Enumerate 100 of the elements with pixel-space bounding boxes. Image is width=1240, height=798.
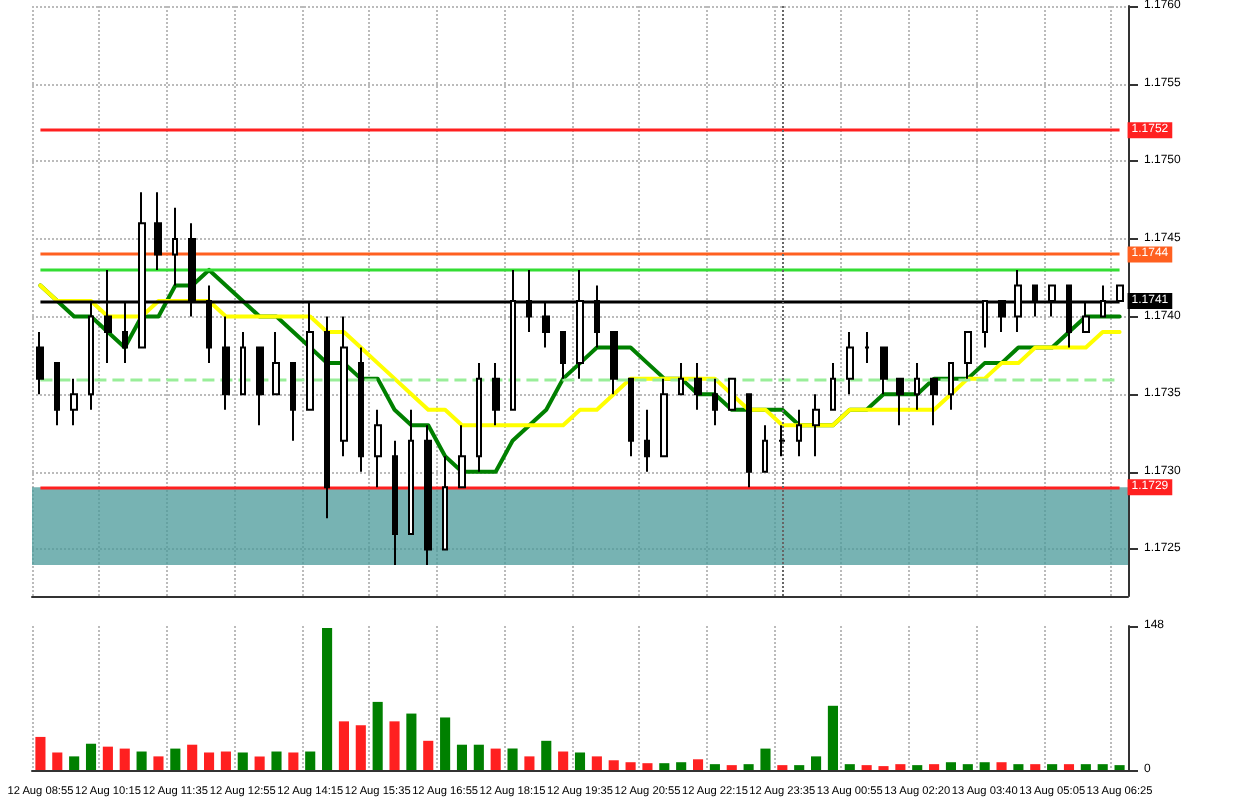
bar: [85, 743, 97, 770]
bar: [709, 764, 720, 770]
bar: [659, 763, 670, 770]
bar: [35, 736, 46, 770]
candlestick: [154, 191, 162, 271]
bar: [827, 705, 838, 770]
bar: [322, 627, 333, 770]
bar: [473, 744, 484, 770]
bar: [1047, 764, 1058, 770]
bar: [254, 756, 265, 770]
bar: [692, 759, 704, 770]
candlestick: [340, 315, 348, 458]
bar: [440, 717, 451, 770]
bar: [271, 751, 282, 770]
bar: [996, 762, 1007, 770]
candlestick: [392, 439, 398, 566]
bar: [423, 740, 434, 770]
bar: [895, 764, 906, 770]
candlestick: [54, 362, 60, 427]
candlestick: [864, 331, 870, 365]
candlestick: [374, 408, 382, 489]
candlestick: [476, 362, 482, 473]
bar: [220, 751, 231, 770]
candlestick: [240, 331, 246, 396]
bar: [1080, 764, 1091, 770]
bar: [676, 762, 687, 770]
bar: [979, 762, 990, 770]
bar: [1097, 764, 1108, 770]
candlestick: [644, 408, 650, 473]
candlestick: [964, 331, 972, 380]
bar: [119, 748, 130, 770]
bar: [338, 721, 349, 770]
bar: [929, 764, 940, 770]
candlestick: [442, 455, 448, 551]
candlestick: [628, 377, 634, 458]
bar: [203, 752, 215, 770]
bar: [490, 748, 501, 770]
bar: [136, 751, 147, 770]
bar: [524, 756, 535, 770]
candlestick: [880, 346, 888, 396]
candlestick: [796, 408, 802, 458]
bar: [844, 764, 855, 770]
candlestick: [70, 377, 78, 427]
bar: [507, 748, 518, 770]
bar: [962, 764, 973, 770]
candlestick: [408, 408, 414, 535]
candlestick: [492, 362, 500, 427]
candlestick: [930, 377, 938, 427]
bar: [541, 740, 552, 770]
candlestick: [458, 424, 466, 489]
candlestick: [560, 331, 566, 380]
bar: [642, 763, 653, 770]
bar: [456, 744, 468, 770]
candlestick: [830, 362, 836, 411]
candlestick: [914, 362, 920, 411]
bar: [389, 721, 400, 770]
bar: [591, 756, 602, 770]
candlestick: [358, 346, 364, 473]
candlestick: [222, 315, 230, 411]
candlestick: [948, 362, 954, 411]
candlestick: [290, 362, 296, 442]
bar: [187, 744, 198, 770]
candlestick: [272, 331, 280, 396]
candlestick: [256, 346, 264, 427]
candlestick: [678, 362, 684, 396]
bar: [153, 756, 164, 770]
bar: [406, 713, 417, 770]
bar: [1030, 764, 1041, 770]
bar: [574, 752, 586, 770]
bar: [372, 701, 383, 770]
candlestick: [324, 315, 330, 520]
bar: [760, 748, 771, 770]
bar: [102, 746, 113, 770]
bar: [743, 764, 754, 770]
bar: [811, 756, 822, 770]
bar: [170, 748, 181, 770]
bar: [52, 752, 63, 770]
bar: [608, 760, 619, 770]
bar: [305, 751, 316, 770]
bar: [237, 752, 248, 770]
bar: [288, 752, 299, 770]
candlestick: [762, 424, 768, 473]
bar: [1013, 764, 1024, 770]
candlestick: [610, 331, 618, 396]
candlestick: [896, 377, 904, 427]
candlestick: [712, 377, 718, 427]
candlestick: [728, 377, 736, 411]
line-series: [38, 283, 1122, 428]
bar: [1063, 764, 1075, 770]
candlestick: [812, 393, 820, 458]
candlestick: [36, 331, 44, 396]
candlestick: [172, 206, 178, 287]
candlestick: [424, 424, 432, 566]
bar: [355, 725, 366, 770]
candlestick: [746, 393, 752, 489]
bar: [558, 751, 569, 770]
bar: [625, 762, 636, 770]
candlestick: [846, 331, 854, 396]
candlestick: [778, 424, 786, 458]
candlestick: [660, 377, 668, 458]
